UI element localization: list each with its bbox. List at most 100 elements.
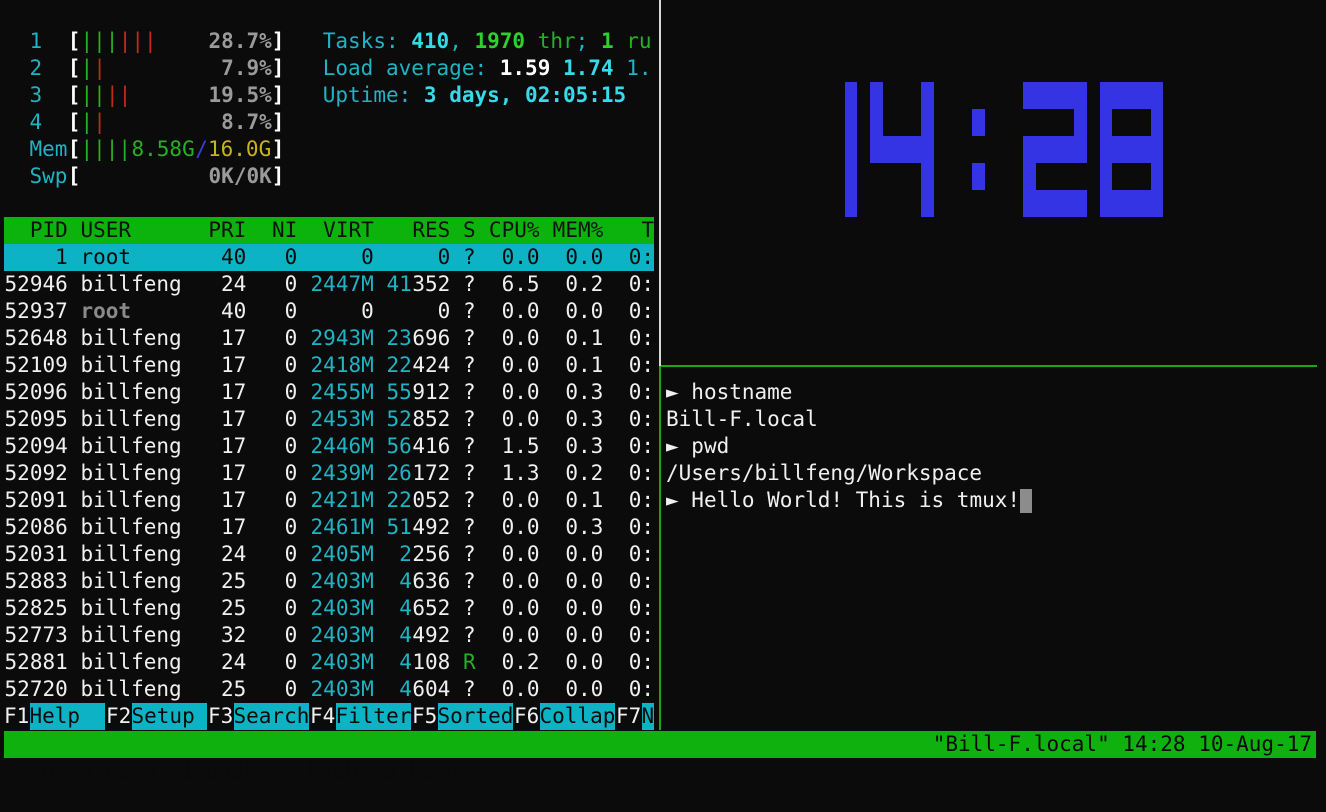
column-header-cpu-pct[interactable]: CPU% [488, 218, 540, 242]
pid: 52946 [4, 272, 68, 296]
res-high: 56 [386, 434, 412, 458]
pid: 52825 [4, 596, 68, 620]
info-text: 1 [600, 29, 614, 53]
time: 0: [628, 650, 654, 674]
process-row[interactable]: 52091 billfeng 17 0 2421M 052 22? 0.0 0.1 0: [4, 487, 654, 514]
status-window-3[interactable]: 3:bash* [370, 759, 472, 783]
right-panes[interactable]: ► hostname Bill-F.local ► pwd/Users/billfe… [666, 1, 1316, 730]
time: 0: [628, 272, 654, 296]
process-row[interactable]: 52825 billfeng 25 0 2403M 652 4? 0.0 0.0 0: [4, 595, 654, 622]
cpu-percent: 1.3 [501, 461, 540, 485]
fkey-f4-label[interactable]: Filter [335, 703, 412, 730]
column-header-user[interactable]: USER [80, 218, 132, 242]
fkey-f7[interactable]: F7 [616, 704, 642, 728]
fkey-f6-label[interactable]: Collap [539, 703, 616, 730]
column-header-mem-pct[interactable]: MEM% [552, 218, 604, 242]
virt: 2455M [310, 380, 374, 404]
load-average-line: Load average: 1.59 1.74 1. [323, 55, 652, 82]
fkey-f3[interactable]: F3 [208, 704, 234, 728]
fkey-f5-label[interactable]: Sorted [437, 703, 514, 730]
user: billfeng [80, 434, 182, 458]
process-row[interactable]: 52720 billfeng 25 0 2403M 604 4? 0.0 0.0 0: [4, 676, 654, 703]
fkey-f1-label[interactable]: Help [29, 703, 106, 730]
htop-pane[interactable]: 1[||| ||| 28.7%] 2[| | 7.9%] 3[|| || 19.5%] 4[| | 8… [4, 1, 654, 730]
status-window-1[interactable]: 1:bash [155, 759, 257, 783]
priority: 25 [220, 569, 247, 593]
process-table-header[interactable]: PID USER PRI NI VIRT RES S CPU% MEM% T [4, 217, 654, 244]
mem-separator: / [195, 137, 208, 161]
fkey-f4[interactable]: F4 [310, 704, 336, 728]
pane-divider-vertical-active[interactable] [659, 366, 661, 730]
clock-digit-block [1137, 136, 1151, 163]
process-row[interactable]: 52937 root 40 0 0 0? 0.0 0.0 0: [4, 298, 654, 325]
process-row[interactable]: 52883 billfeng 25 0 2403M 636 4? 0.0 0.0 0: [4, 568, 654, 595]
clock-digit-block [1035, 136, 1049, 163]
process-row[interactable]: 52086 billfeng 17 0 2461M 492 51? 0.0 0.3 0: [4, 514, 654, 541]
state: ? [463, 515, 476, 539]
column-header-t[interactable]: T [641, 218, 655, 242]
process-row[interactable]: 52095 billfeng 17 0 2453M 852 52? 0.0 0.3 0: [4, 406, 654, 433]
virt: 2453M [310, 407, 374, 431]
res-high: 2 [399, 542, 412, 566]
process-row[interactable]: 52094 billfeng 17 0 2446M 416 56? 1.5 0.3 0: [4, 433, 654, 460]
process-row[interactable]: 52648 billfeng 17 0 2943M 696 23? 0.0 0.1 0: [4, 325, 654, 352]
column-header-res[interactable]: RES [412, 218, 451, 242]
cpu-bar-high: ||| [118, 29, 157, 53]
cpu-bar-high: | [93, 110, 106, 134]
process-row[interactable]: 52096 billfeng 17 0 2455M 912 55? 0.0 0.3 0: [4, 379, 654, 406]
time: 0: [628, 515, 654, 539]
res-low: 416 [412, 434, 451, 458]
status-window-2[interactable]: 2:bash- [256, 759, 371, 783]
shell-output-line: /Users/billfeng/Workspace [666, 460, 982, 487]
fkey-f5[interactable]: F5 [412, 704, 438, 728]
meter-bracket-open: [ [67, 110, 81, 134]
fkey-f2-label[interactable]: Setup [131, 703, 208, 730]
status-window-0[interactable]: 0:bash [67, 759, 156, 783]
priority: 17 [220, 488, 247, 512]
state: ? [463, 299, 476, 323]
clock-digit-block [1035, 190, 1049, 217]
clock-digit-block [1099, 136, 1113, 163]
cpu-percent: 0.0 [501, 569, 540, 593]
meter-bracket-open: [ [67, 56, 81, 80]
fkey-f3-label[interactable]: Search [233, 703, 310, 730]
fkey-f2[interactable]: F2 [106, 704, 132, 728]
clock-digit-block [844, 109, 858, 136]
column-header-pid[interactable]: PID [29, 218, 68, 242]
column-header-s[interactable]: S [463, 218, 476, 242]
pid: 52096 [4, 380, 68, 404]
virt: 2943M [310, 326, 374, 350]
res-low: 492 [412, 623, 451, 647]
column-header-ni[interactable]: NI [271, 218, 298, 242]
info-text: 1.59 [499, 56, 551, 80]
pane-divider-vertical[interactable] [659, 0, 661, 366]
meter-bracket-open: [ [67, 83, 81, 107]
virt: 2439M [310, 461, 374, 485]
process-row[interactable]: 52946 billfeng 24 0 2447M 352 41? 6.5 0.2 0: [4, 271, 654, 298]
process-row[interactable]: 52109 billfeng 17 0 2418M 424 22? 0.0 0.1 0: [4, 352, 654, 379]
process-row[interactable]: 52092 billfeng 17 0 2439M 172 26? 1.3 0.2 0: [4, 460, 654, 487]
clock-digit-block [921, 82, 934, 109]
process-row[interactable]: 52031 billfeng 24 0 2405M 256 2? 0.0 0.0 0: [4, 541, 654, 568]
process-row[interactable]: 1 root 40 0 0 0? 0.0 0.0 0: [4, 244, 654, 271]
column-header-pri[interactable]: PRI [208, 218, 247, 242]
time: 0: [628, 434, 654, 458]
cpu-label: 4 [29, 110, 43, 134]
state: ? [463, 569, 476, 593]
column-header-virt[interactable]: VIRT [323, 218, 374, 242]
res-low: 604 [412, 677, 451, 701]
priority: 40 [220, 299, 247, 323]
state: ? [463, 272, 476, 296]
info-text: Uptime: [322, 83, 424, 107]
fkey-f1[interactable]: F1 [4, 704, 30, 728]
clock-digit-block [870, 109, 883, 136]
fkey-f6[interactable]: F6 [514, 704, 540, 728]
process-row[interactable]: 52773 billfeng 32 0 2403M 492 4? 0.0 0.0 0: [4, 622, 654, 649]
cpu-percent: 0.0 [501, 380, 540, 404]
fkey-f7-label[interactable]: N [641, 703, 654, 730]
mem-percent: 0.0 [565, 245, 604, 269]
cpu-usage-value: 19.5% [208, 83, 272, 107]
process-row[interactable]: 52881 billfeng 24 0 2403M 108 4 R 0.2 0.0 0: [4, 649, 654, 676]
pane-divider-horizontal[interactable] [661, 365, 1317, 367]
clock-digit-block [921, 163, 934, 190]
